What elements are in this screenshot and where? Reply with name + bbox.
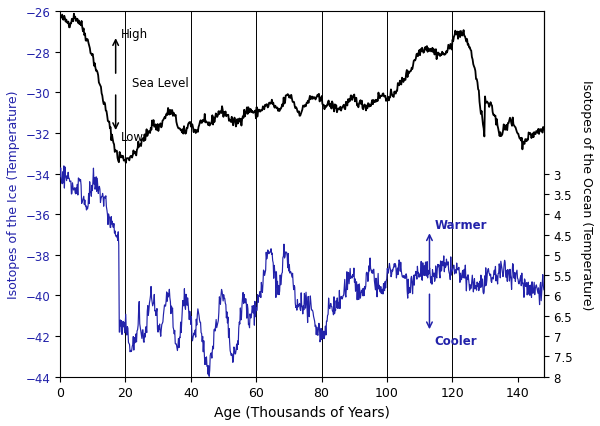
Text: Warmer: Warmer	[434, 219, 487, 231]
Y-axis label: Isotopes of the Ice (Temperature): Isotopes of the Ice (Temperature)	[7, 90, 20, 298]
Text: High: High	[121, 28, 148, 41]
Text: Cooler: Cooler	[434, 334, 477, 347]
Y-axis label: Isotopes of the Ocean (Temperature): Isotopes of the Ocean (Temperature)	[580, 80, 593, 309]
X-axis label: Age (Thousands of Years): Age (Thousands of Years)	[214, 405, 390, 419]
Text: Low: Low	[121, 131, 143, 144]
Text: Sea Level: Sea Level	[132, 76, 189, 89]
